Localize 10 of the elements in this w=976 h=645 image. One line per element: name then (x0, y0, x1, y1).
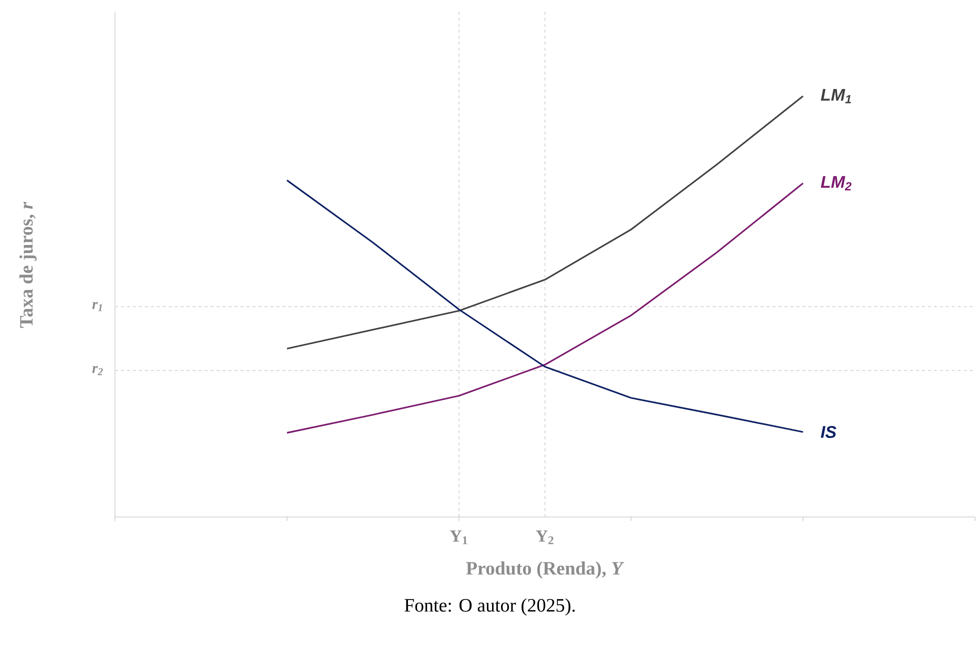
x-axis-title: Produto (Renda), Y (466, 561, 624, 579)
series-label: LM$_{1}$ (820, 89, 851, 104)
x-tick-label: Y$_{1}$ (450, 530, 468, 544)
ref-line-label: r$_{2}$ (92, 366, 103, 376)
source-note: Fonte: O autor (2025). (404, 598, 575, 616)
x-tick-label: Y$_{2}$ (536, 530, 554, 544)
series-label: IS (820, 426, 836, 438)
series-label: LM$_{2}$ (820, 176, 852, 190)
y-axis-title: Taxa de juros, r (19, 202, 37, 328)
ref-line-label: r$_{1}$ (92, 302, 102, 312)
